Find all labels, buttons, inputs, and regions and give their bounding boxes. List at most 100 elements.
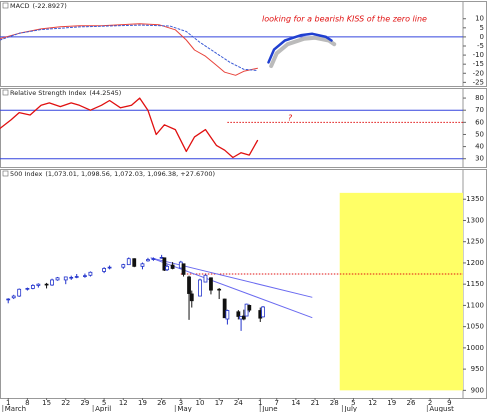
x-tick-label: 5 xyxy=(102,399,106,407)
month-label: May xyxy=(177,405,191,412)
y-tick-label: 5 xyxy=(480,24,484,32)
y-tick-label: 50 xyxy=(475,130,484,138)
candle-body xyxy=(121,264,126,268)
y-tick-label: 70 xyxy=(475,106,484,114)
panel-frame xyxy=(0,1,487,87)
candle-body xyxy=(44,283,49,286)
candle-body xyxy=(25,288,30,290)
x-tick-label: 9 xyxy=(447,399,451,407)
x-tick-label: 7 xyxy=(274,399,278,407)
y-tick-label: 30 xyxy=(475,155,484,163)
candle-body xyxy=(83,275,87,277)
candle-body xyxy=(151,258,156,260)
y-tick-label: 1050 xyxy=(466,323,484,331)
y-tick-label: 0 xyxy=(480,33,484,41)
candle-body xyxy=(247,305,252,311)
candle-body xyxy=(170,264,175,269)
candle-body xyxy=(241,315,246,320)
x-tick-label: 26 xyxy=(157,399,166,407)
candle-body xyxy=(30,285,35,289)
candle-body xyxy=(198,279,202,297)
x-tick-label: 10 xyxy=(196,399,205,407)
candle-body xyxy=(187,276,191,294)
month-label: June xyxy=(261,405,277,412)
x-tick-label: 8 xyxy=(25,399,29,407)
x-tick-label: 14 xyxy=(291,399,300,407)
x-tick-label: 19 xyxy=(387,399,396,407)
candle-body xyxy=(203,274,208,283)
candle-body xyxy=(107,266,112,269)
y-tick-label: -10 xyxy=(473,51,484,59)
x-tick-label: 26 xyxy=(406,399,415,407)
panel-title-value: (44.2545) xyxy=(89,89,121,97)
month-label: April xyxy=(95,405,111,412)
candle-body xyxy=(189,293,194,302)
x-tick-label: 2 xyxy=(428,399,432,407)
x-tick-label: 15 xyxy=(42,399,51,407)
candle-body xyxy=(209,277,213,291)
month-label: August xyxy=(429,405,454,412)
candle-body xyxy=(146,259,150,262)
candle-body xyxy=(55,277,60,281)
series-line xyxy=(0,24,258,71)
y-tick-label: 1250 xyxy=(466,238,484,246)
candle-body xyxy=(6,298,11,301)
y-tick-label: 1300 xyxy=(466,216,484,224)
x-tick-label: 29 xyxy=(80,399,89,407)
y-tick-label: 1100 xyxy=(466,301,484,309)
x-tick-label: 3 xyxy=(179,399,183,407)
x-tick-label: 22 xyxy=(61,399,70,407)
y-tick-label: 1150 xyxy=(466,280,484,288)
candle-body xyxy=(88,271,93,276)
candle-body xyxy=(17,288,22,297)
annotation: ? xyxy=(288,114,293,123)
x-tick-label: 1 xyxy=(6,399,10,407)
annotation: looking for a bearish KISS of the zero l… xyxy=(262,15,427,24)
x-tick-label: 12 xyxy=(119,399,128,407)
x-tick-label: 5 xyxy=(351,399,355,407)
candle-body xyxy=(140,263,145,267)
candle-body xyxy=(102,268,107,272)
y-tick-label: -5 xyxy=(477,42,484,50)
y-tick-label: 1000 xyxy=(466,344,484,352)
candle-body xyxy=(261,306,265,318)
candle-body xyxy=(132,258,137,267)
candle-body xyxy=(63,276,68,281)
candle-body xyxy=(162,257,167,271)
candle-body xyxy=(50,279,54,286)
y-tick-label: 1200 xyxy=(466,259,484,267)
y-tick-label: -25 xyxy=(473,78,484,86)
title-icon xyxy=(2,89,9,96)
trendline xyxy=(150,257,313,319)
y-tick-label: 60 xyxy=(475,118,484,126)
candle-body xyxy=(165,265,170,271)
month-label: July xyxy=(343,405,357,412)
candle-body xyxy=(217,288,222,291)
series-line xyxy=(0,97,259,159)
title-icon xyxy=(2,2,9,9)
x-tick-label: 12 xyxy=(368,399,377,407)
y-tick-label: 40 xyxy=(475,143,484,151)
panel-title: Relative Strength Index xyxy=(10,89,87,97)
title-icon xyxy=(2,170,9,177)
candle-body xyxy=(69,276,74,279)
candle-body xyxy=(222,298,227,319)
highlight-region xyxy=(339,192,463,391)
y-tick-label: 900 xyxy=(471,386,484,394)
panel-title: 500 Index xyxy=(10,170,43,178)
y-tick-label: 950 xyxy=(471,365,484,373)
candle-body xyxy=(236,311,241,317)
x-tick-label: 19 xyxy=(138,399,147,407)
x-tick-label: 1 xyxy=(258,399,262,407)
candle-body xyxy=(36,283,41,286)
candle-body xyxy=(126,258,131,266)
panel-frame xyxy=(0,88,487,168)
y-tick-label: 1350 xyxy=(466,195,484,203)
candle-body xyxy=(74,276,79,278)
x-tick-label: 21 xyxy=(311,399,320,407)
month-label: March xyxy=(5,405,26,412)
panel-title-value: (1,073.01, 1,098.56, 1,072.03, 1,096.38,… xyxy=(45,170,215,178)
x-tick-label: 28 xyxy=(330,399,339,407)
series-line xyxy=(267,32,333,64)
y-tick-label: 80 xyxy=(475,94,484,102)
